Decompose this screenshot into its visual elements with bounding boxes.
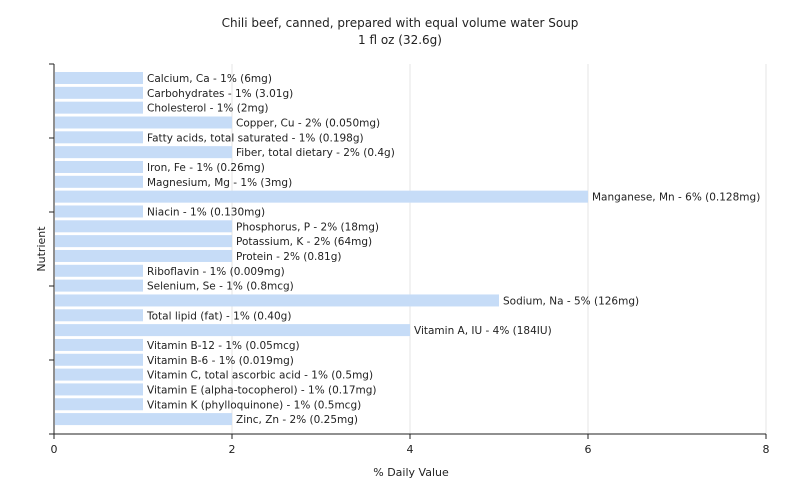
bar: [55, 294, 499, 307]
bar-label: Manganese, Mn - 6% (0.128mg): [592, 192, 760, 204]
bar: [55, 368, 143, 381]
bar-label: Vitamin E (alpha-tocopherol) - 1% (0.17m…: [147, 384, 377, 396]
x-tick-label: 2: [229, 443, 236, 456]
bar-label: Copper, Cu - 2% (0.050mg): [236, 117, 380, 129]
bar: [55, 309, 143, 322]
chart-title: Chili beef, canned, prepared with equal …: [222, 16, 579, 30]
x-tick-label: 6: [585, 443, 592, 456]
x-tick-label: 0: [51, 443, 58, 456]
bar: [55, 131, 143, 144]
bar-label: Protein - 2% (0.81g): [236, 251, 342, 263]
bar: [55, 190, 588, 203]
bar: [55, 72, 143, 84]
bar: [55, 279, 143, 292]
bar: [55, 220, 232, 233]
axes-group: 0 2 4 6 8: [49, 63, 770, 456]
x-axis-label: % Daily Value: [373, 466, 449, 479]
bar: [55, 175, 143, 188]
bar: [55, 205, 143, 218]
bar-label: Iron, Fe - 1% (0.26mg): [147, 162, 265, 174]
bar: [55, 146, 232, 159]
bar: [55, 398, 143, 411]
bar: [55, 264, 143, 277]
bars-group: Calcium, Ca - 1% (6mg) Carbohydrates - 1%…: [55, 72, 760, 426]
bar: [55, 86, 143, 99]
y-axis-label: Nutrient: [35, 226, 48, 272]
bar: [55, 383, 143, 396]
bar-label: Fatty acids, total saturated - 1% (0.198…: [147, 132, 364, 144]
bar: [55, 235, 232, 248]
bar-label: Riboflavin - 1% (0.009mg): [147, 266, 285, 278]
bar-label: Carbohydrates - 1% (3.01g): [147, 88, 293, 100]
bar-label: Cholesterol - 1% (2mg): [147, 103, 269, 115]
bar-label: Calcium, Ca - 1% (6mg): [147, 73, 272, 85]
bar-label: Niacin - 1% (0.130mg): [147, 206, 265, 218]
bar: [55, 413, 232, 426]
bar: [55, 160, 143, 173]
bar-label: Phosphorus, P - 2% (18mg): [236, 221, 379, 233]
bar: [55, 249, 232, 262]
bar-label: Vitamin B-12 - 1% (0.05mcg): [147, 340, 300, 352]
bar: [55, 324, 410, 337]
chart-subtitle: 1 fl oz (32.6g): [358, 33, 442, 47]
bar-label: Vitamin K (phylloquinone) - 1% (0.5mcg): [147, 399, 361, 411]
bar-label: Total lipid (fat) - 1% (0.40g): [146, 310, 291, 322]
bar-label: Zinc, Zn - 2% (0.25mg): [236, 414, 358, 426]
bar: [55, 116, 232, 129]
bar-label: Selenium, Se - 1% (0.8mcg): [147, 281, 294, 293]
x-tick-label: 8: [763, 443, 770, 456]
bar-label: Vitamin B-6 - 1% (0.019mg): [147, 355, 294, 367]
bar-label: Magnesium, Mg - 1% (3mg): [147, 177, 292, 189]
bar: [55, 338, 143, 351]
bar-label: Fiber, total dietary - 2% (0.4g): [236, 147, 395, 159]
x-tick-label: 4: [407, 443, 414, 456]
bar: [55, 353, 143, 366]
grid-lines: [231, 64, 767, 434]
bar-label: Potassium, K - 2% (64mg): [236, 236, 372, 248]
bar-label: Sodium, Na - 5% (126mg): [503, 295, 639, 307]
bar-label: Vitamin C, total ascorbic acid - 1% (0.5…: [147, 370, 373, 382]
bar-label: Vitamin A, IU - 4% (184IU): [414, 325, 552, 337]
bar: [55, 101, 143, 114]
